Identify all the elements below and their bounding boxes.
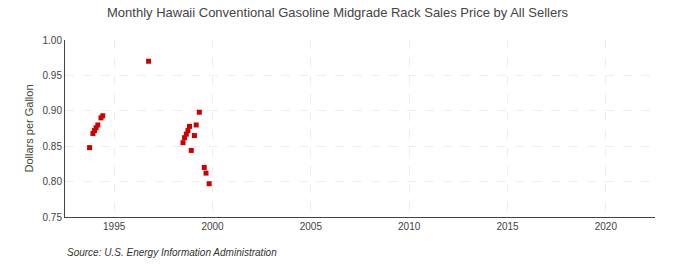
svg-text:Dollars per Gallon: Dollars per Gallon [23,84,35,172]
svg-text:1.00: 1.00 [43,35,63,46]
svg-text:0.80: 0.80 [43,176,63,187]
svg-text:1995: 1995 [103,221,126,232]
svg-text:Source: U.S. Energy Informatio: Source: U.S. Energy Information Administ… [67,247,277,258]
svg-text:0.90: 0.90 [43,105,63,116]
svg-text:0.85: 0.85 [43,141,63,152]
svg-text:2010: 2010 [398,221,421,232]
svg-text:2015: 2015 [496,221,519,232]
svg-text:2020: 2020 [595,221,618,232]
svg-text:0.95: 0.95 [43,70,63,81]
svg-text:0.75: 0.75 [43,212,63,223]
svg-text:Monthly Hawaii Conventional Ga: Monthly Hawaii Conventional Gasoline Mid… [107,5,568,20]
svg-text:2000: 2000 [201,221,224,232]
svg-text:2005: 2005 [300,221,323,232]
